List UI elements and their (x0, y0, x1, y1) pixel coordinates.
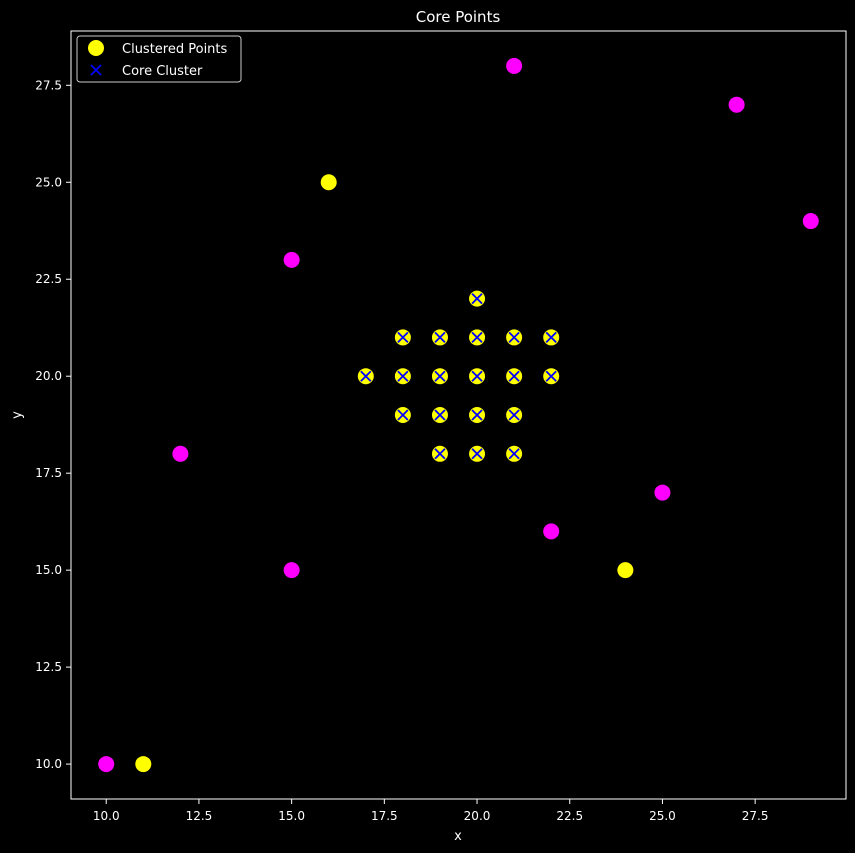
y-tick-label: 20.0 (35, 369, 62, 383)
x-axis: 10.0 12.5 15.0 17.5 20.0 22.5 25.0 27.5 (93, 799, 769, 823)
core-point-16 (508, 331, 520, 344)
noise-point-7 (728, 96, 745, 113)
core-point-13 (508, 448, 520, 460)
core-point-12 (471, 292, 483, 305)
core-point-0 (360, 370, 372, 382)
x-tick-label: 20.0 (464, 809, 491, 823)
noise-point-4 (506, 57, 523, 74)
points-layer (98, 57, 819, 773)
x-tick-label: 27.5 (742, 809, 769, 823)
x-tick-label: 15.0 (278, 809, 305, 823)
noise-point-6 (654, 484, 671, 501)
y-axis: 10.0 12.5 15.0 17.5 20.0 22.5 25.0 27.5 (35, 78, 71, 771)
plot-frame (70, 30, 847, 800)
y-tick-label: 12.5 (35, 660, 62, 674)
legend-marker-core-cluster (90, 64, 102, 76)
legend-label-core-cluster: Core Cluster (122, 64, 203, 79)
core-point-18 (545, 331, 557, 344)
y-tick-label: 27.5 (35, 78, 62, 92)
chart-title: Core Points (416, 8, 501, 26)
y-axis-label: y (10, 411, 25, 419)
core-point-1 (397, 409, 409, 421)
core-point-14 (508, 409, 520, 421)
y-tick-label: 15.0 (35, 563, 62, 577)
core-point-11 (471, 331, 483, 344)
legend: Clustered Points Core Cluster (76, 35, 242, 83)
core-point-7 (434, 331, 446, 344)
core-point-17 (545, 370, 557, 382)
x-tick-label: 12.5 (186, 809, 213, 823)
core-point-9 (471, 409, 483, 421)
core-point-6 (434, 370, 446, 382)
x-tick-label: 10.0 (93, 809, 120, 823)
core-point-2 (397, 370, 409, 382)
y-tick-label: 22.5 (35, 272, 62, 286)
y-tick-label: 17.5 (35, 466, 62, 480)
y-tick-label: 10.0 (35, 757, 62, 771)
noise-point-8 (802, 213, 819, 230)
core-point-15 (508, 370, 520, 382)
x-tick-label: 25.0 (649, 809, 676, 823)
clustered-point-2 (617, 562, 634, 579)
clustered-point-1 (320, 174, 337, 191)
legend-marker-clustered-points (88, 40, 104, 56)
noise-point-5 (543, 523, 560, 540)
core-point-4 (434, 448, 446, 460)
core-point-8 (471, 448, 483, 460)
x-tick-label: 17.5 (371, 809, 398, 823)
noise-point-3 (283, 251, 300, 268)
clustered-point-0 (135, 756, 152, 773)
core-point-5 (434, 409, 446, 421)
core-point-10 (471, 370, 483, 382)
core-point-3 (397, 331, 409, 344)
x-axis-label: x (454, 829, 462, 844)
y-tick-label: 25.0 (35, 175, 62, 189)
x-tick-label: 22.5 (556, 809, 583, 823)
noise-point-0 (98, 756, 115, 773)
noise-point-1 (172, 445, 189, 462)
legend-label-clustered-points: Clustered Points (122, 42, 228, 57)
legend-box (76, 35, 242, 83)
noise-point-2 (283, 562, 300, 579)
